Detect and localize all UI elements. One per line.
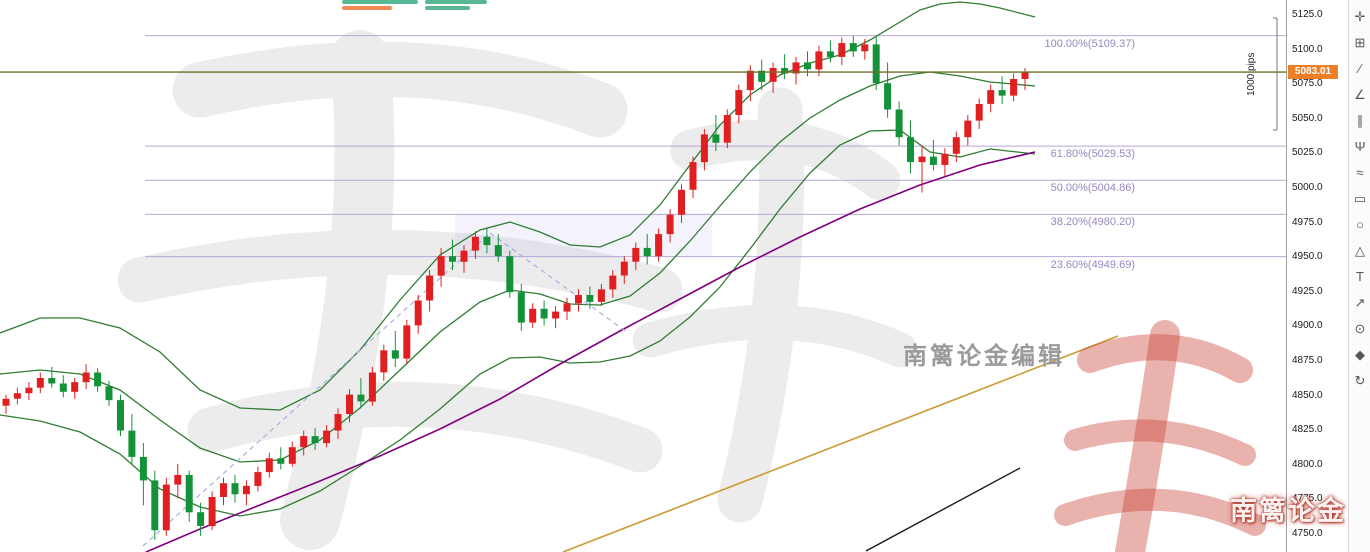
calligraphy-watermark [117, 30, 918, 550]
pitchfork-icon[interactable]: Ψ [1354, 139, 1366, 154]
chart-canvas[interactable]: 100.00%(5109.37) 61.80%(5029.53) 50.00%(50… [0, 0, 1286, 552]
fibonacci-retracement-icon[interactable]: ≈ [1356, 165, 1364, 180]
price-axis-label: 4875.0 [1292, 355, 1323, 366]
trendline-angle-icon[interactable]: ∠ [1354, 87, 1366, 102]
indicator-legend-bars [0, 0, 1286, 14]
price-axis-label: 4750.0 [1292, 528, 1323, 539]
price-axis-label: 5075.0 [1292, 78, 1323, 90]
legend-bar[interactable] [425, 6, 470, 10]
camera-icon[interactable]: ⊙ [1354, 321, 1366, 336]
price-axis[interactable]: 5125.0 5100.0 5075.0 5050.0 5025.0 5000.0 4975… [1286, 0, 1349, 552]
drawing-toolbar: ✛ ⊞ ∕ ∠ ∥ Ψ ≈ ▭ ○ △ T ↗ ⊙ ◆ ↻ [1348, 0, 1370, 552]
price-axis-label: 5125.0 [1292, 9, 1323, 20]
price-axis-label: 4950.0 [1292, 251, 1323, 263]
editor-watermark-text: 南篱论金编辑 [903, 343, 1065, 370]
add-object-icon[interactable]: ⊞ [1354, 35, 1366, 50]
candlestick-chart [0, 1, 1286, 552]
price-axis-label: 4975.0 [1292, 216, 1323, 228]
price-axis-label: 4800.0 [1292, 458, 1323, 470]
current-price-badge: 5083.01 [1288, 65, 1338, 80]
trendline-icon[interactable]: ∕ [1358, 61, 1362, 76]
alert-icon[interactable]: ◆ [1355, 347, 1365, 362]
arrow-tool-icon[interactable]: ↗ [1354, 295, 1366, 310]
triangle-tool-icon[interactable]: △ [1355, 243, 1365, 258]
crosshair-icon[interactable]: ✛ [1354, 9, 1366, 24]
ellipse-tool-icon[interactable]: ○ [1356, 217, 1364, 232]
price-axis-label: 5050.0 [1292, 112, 1323, 124]
price-axis-label: 4825.0 [1292, 424, 1323, 436]
legend-bar[interactable] [342, 0, 418, 4]
price-axis-label: 4775.0 [1292, 493, 1323, 505]
pips-measure-label: 1000 pips [1246, 52, 1257, 96]
rectangle-tool-icon[interactable]: ▭ [1353, 191, 1367, 206]
price-axis-label: 5100.0 [1292, 43, 1323, 55]
brand-watermark-text: 南篱论金 [1230, 496, 1346, 526]
price-axis-label: 5025.0 [1292, 147, 1323, 159]
price-axis-label: 4925.0 [1292, 285, 1323, 297]
equidistant-channel-icon[interactable]: ∥ [1356, 113, 1364, 128]
price-axis-label: 4900.0 [1292, 320, 1323, 332]
refresh-icon[interactable]: ↻ [1354, 373, 1366, 388]
price-axis-label: 5000.0 [1292, 182, 1323, 193]
text-tool-icon[interactable]: T [1356, 269, 1364, 284]
legend-bar[interactable] [425, 0, 487, 4]
price-axis-label: 4850.0 [1292, 389, 1323, 401]
legend-bar[interactable] [342, 6, 392, 10]
